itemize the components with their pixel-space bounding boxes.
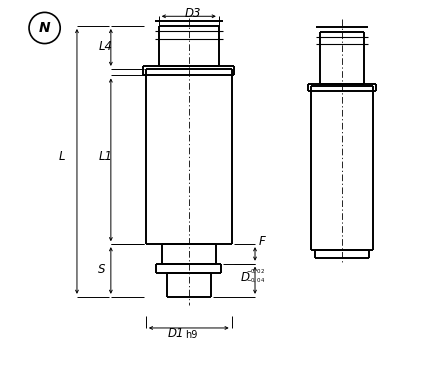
- Text: L: L: [59, 150, 65, 163]
- Text: L1: L1: [99, 150, 112, 163]
- Text: S: S: [99, 263, 106, 276]
- Text: $^{-0,02}$: $^{-0,02}$: [246, 269, 265, 278]
- Text: N: N: [39, 21, 51, 35]
- Text: $_{-0,04}$: $_{-0,04}$: [246, 276, 265, 285]
- Text: D3: D3: [184, 7, 201, 20]
- Text: h9: h9: [185, 330, 197, 340]
- Text: L4: L4: [99, 40, 112, 53]
- Text: D: D: [241, 271, 249, 284]
- Text: D1: D1: [168, 326, 184, 339]
- Text: F: F: [259, 235, 266, 248]
